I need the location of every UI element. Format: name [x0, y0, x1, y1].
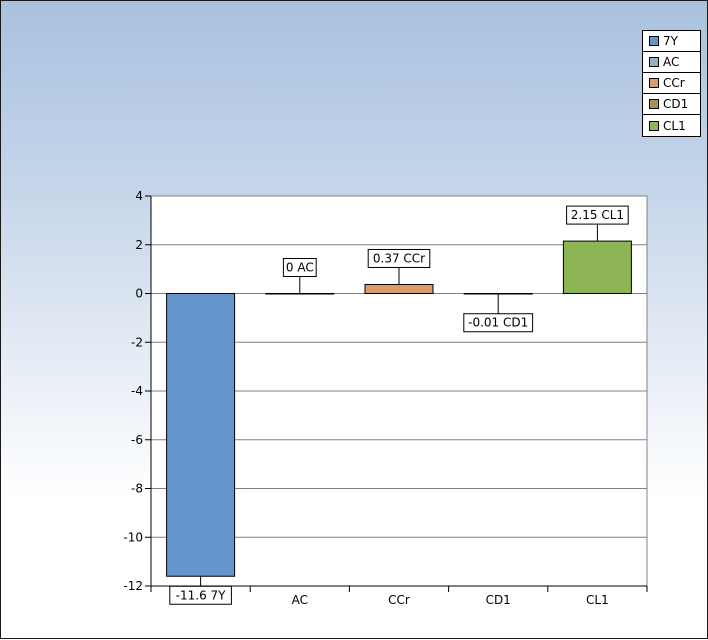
legend-item: AC — [643, 52, 700, 73]
data-label: 0 AC — [286, 261, 314, 275]
bar-ac — [265, 293, 335, 295]
data-label: -0.01 CD1 — [468, 316, 528, 330]
legend-item: CCr — [643, 73, 700, 94]
y-tick-label: -6 — [131, 433, 143, 447]
y-axis-ticks: 4 2 0 -2 -4 -6 -8 -10 -12 — [123, 189, 151, 593]
x-tick-label: CL1 — [586, 593, 609, 607]
legend-label: AC — [663, 55, 680, 69]
y-tick-label: -8 — [131, 482, 143, 496]
legend-swatch — [649, 36, 659, 46]
bar-ccr — [364, 283, 434, 295]
y-tick-label: 2 — [135, 238, 143, 252]
legend-item: CL1 — [643, 115, 700, 136]
legend-swatch — [649, 78, 659, 88]
legend-label: 7Y — [663, 34, 678, 48]
bar-7y — [166, 293, 236, 577]
data-label-box — [169, 585, 232, 605]
data-label: -11.6 7Y — [176, 588, 226, 602]
bars — [166, 240, 632, 577]
legend-label: CCr — [663, 76, 685, 90]
data-labels: -11.6 7Y 0 AC 0.37 CCr -0.01 CD1 2.15 CL1 — [169, 205, 629, 605]
y-tick-label: -10 — [123, 530, 143, 544]
x-tick-label: AC — [292, 593, 308, 607]
data-label: 2.15 CL1 — [571, 208, 624, 222]
data-label-box — [282, 258, 317, 277]
legend-item: 7Y — [643, 31, 700, 52]
legend-swatch — [649, 99, 659, 109]
data-label: 0.37 CCr — [373, 251, 425, 265]
y-tick-label: -2 — [131, 335, 143, 349]
y-tick-label: -12 — [123, 579, 143, 593]
legend-swatch — [649, 120, 659, 131]
legend: 7Y AC CCr CD1 CL1 — [642, 30, 701, 137]
legend-item: CD1 — [643, 94, 700, 115]
x-tick-label: CD1 — [486, 593, 511, 607]
legend-swatch — [649, 57, 659, 67]
y-tick-label: 4 — [135, 189, 143, 203]
x-tick-label: CCr — [388, 593, 410, 607]
bar-cl1 — [562, 240, 632, 294]
legend-label: CL1 — [663, 118, 686, 133]
y-tick-label: 0 — [135, 287, 143, 301]
data-label-box — [463, 313, 534, 333]
data-label-box — [566, 205, 629, 225]
legend-label: CD1 — [663, 97, 689, 111]
data-label-box — [367, 248, 431, 268]
y-tick-label: -4 — [131, 384, 143, 398]
